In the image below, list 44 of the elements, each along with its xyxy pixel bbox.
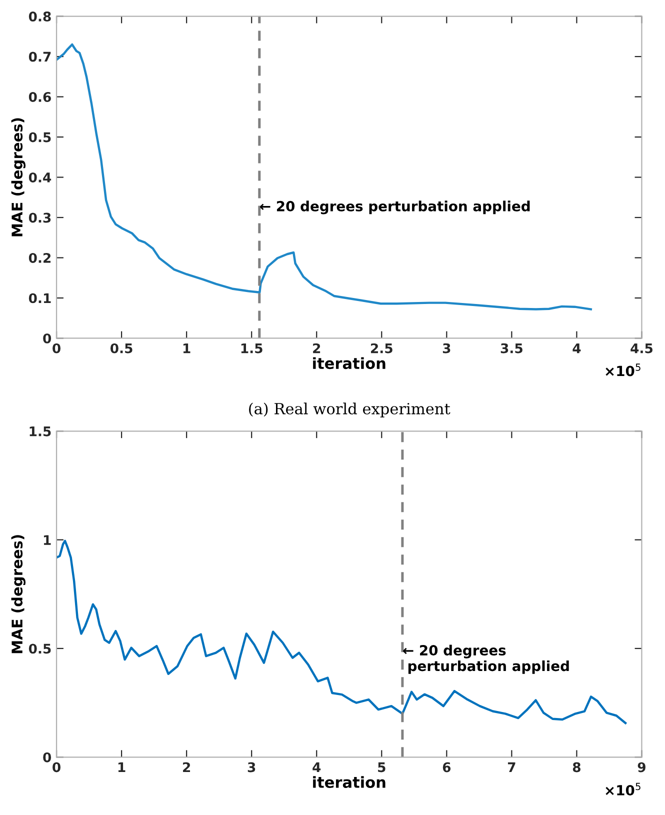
x-tick-label: 7 [508,762,516,772]
y-tick-label: 1.5 [30,426,51,436]
x-tick-label: 2 [183,762,190,772]
y-tick-label: 0.4 [28,172,52,182]
x-tick-label: 0 [52,762,60,772]
x-axis-title: iteration [313,776,386,788]
x-tick-label: 2.5 [370,343,392,354]
x-tick-label: 4.5 [630,343,652,354]
y-tick-label: 0.5 [28,132,51,142]
line-series [56,43,592,310]
y-tick-label: 1 [44,535,51,545]
x-tick-label: 0.5 [110,343,132,354]
y-tick-label: 0 [43,752,52,762]
y-axis-title: MAE (degrees) [11,118,26,236]
text: ×10$^{5}$ [606,782,640,796]
x-tick-label: 8 [572,762,580,772]
x-tick-label: 3 [442,343,450,354]
y-tick-label: 0.7 [28,52,51,62]
x-tick-label: 2 [313,343,320,354]
x-tick-label: 6 [442,762,451,772]
x-tick-label: 1.5 [241,343,262,354]
x-tick-label: 5 [378,762,386,772]
text: (a) Real world experiment [249,402,450,418]
y-axis-title: MAE (degrees) [11,535,26,654]
y-tick-label: 0.2 [28,252,51,263]
x-tick-label: 4 [572,343,581,354]
line-series [56,540,627,724]
x-tick-label: 0 [52,343,60,354]
x-tick-label: 1 [183,343,190,354]
y-tick-label: 0.8 [28,12,51,22]
y-tick-label: 0 [43,333,52,344]
y-tick-label: 0.6 [28,92,51,102]
x-tick-label: 3 [248,762,256,772]
y-tick-label: 0.1 [28,293,51,304]
text: ×10$^{5}$ [606,364,640,376]
x-tick-label: 4 [312,762,321,772]
y-tick-label: 0.3 [28,212,51,223]
x-tick-label: 3.5 [500,343,522,354]
y-tick-label: 0.5 [28,644,51,654]
annotation: ← 20 degrees perturbation applied [260,200,530,214]
x-tick-label: 1 [118,762,126,772]
annotation: ← 20 degrees perturbation applied [403,644,569,674]
x-tick-label: 9 [638,762,646,772]
x-axis-title: iteration [313,357,386,370]
